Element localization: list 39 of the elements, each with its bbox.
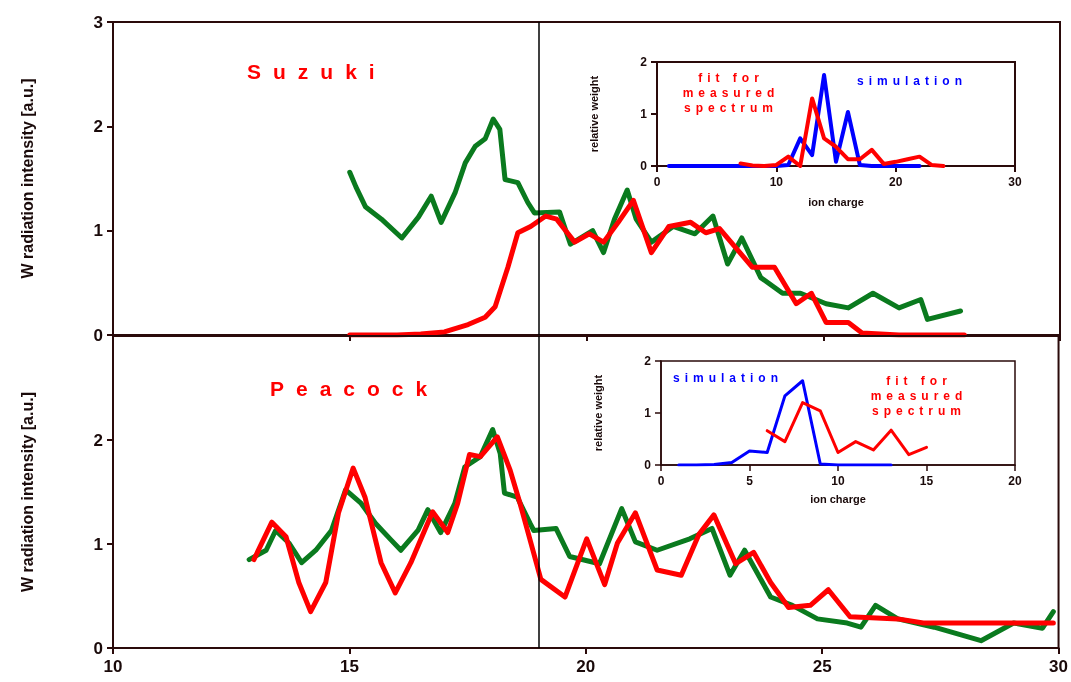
y-tick-label: 1 [644,406,652,420]
x-tick-label: 10 [831,474,845,488]
x-tick-label: 20 [576,657,596,676]
text: fit for measured spectrum [681,71,781,116]
y-axis-title: W radiation intensity [a.u.] [18,78,36,279]
x-axis-title: ion charge [808,195,864,208]
series-label: simulation [673,371,784,386]
x-tick-label: 30 [1049,657,1069,676]
x-axis-title: ion charge [810,492,866,505]
y-axis-title: relative weight [591,374,604,452]
x-tick-label: 15 [919,474,934,488]
y-axis-title: W radiation intensity [a.u.] [18,391,36,593]
x-tick-label: 0 [657,474,665,488]
y-tick-label: 2 [644,354,652,368]
x-tick-label: 10 [103,657,123,676]
y-tick-label: 2 [93,430,103,450]
x-tick-label: 20 [888,175,903,189]
x-tick-label: 0 [653,175,661,189]
y-tick-label: 2 [93,116,103,136]
y-tick-label: 3 [93,12,103,32]
x-tick-label: 10 [769,175,784,189]
annotation: Suzuki [247,60,387,84]
x-tick-label: 25 [812,657,832,676]
y-tick-label: 1 [640,107,648,121]
y-tick-label: 0 [644,458,652,472]
y-axis-title: relative weight [587,75,600,153]
y-tick-label: 0 [93,638,103,658]
y-tick-label: 1 [93,534,103,554]
y-tick-label: 1 [93,221,103,241]
text: simulation [857,74,968,89]
x-tick-label: 5 [746,474,754,488]
x-tick-label: 15 [339,657,359,676]
y-tick-label: 0 [93,325,103,345]
x-tick-label: 30 [1008,175,1022,189]
annotation: Peacock [270,377,440,401]
y-tick-label: 0 [640,159,648,173]
y-tick-label: 2 [640,55,648,69]
x-tick-label: 20 [1008,474,1022,488]
series-label: fit for measured spectrum [869,374,969,419]
